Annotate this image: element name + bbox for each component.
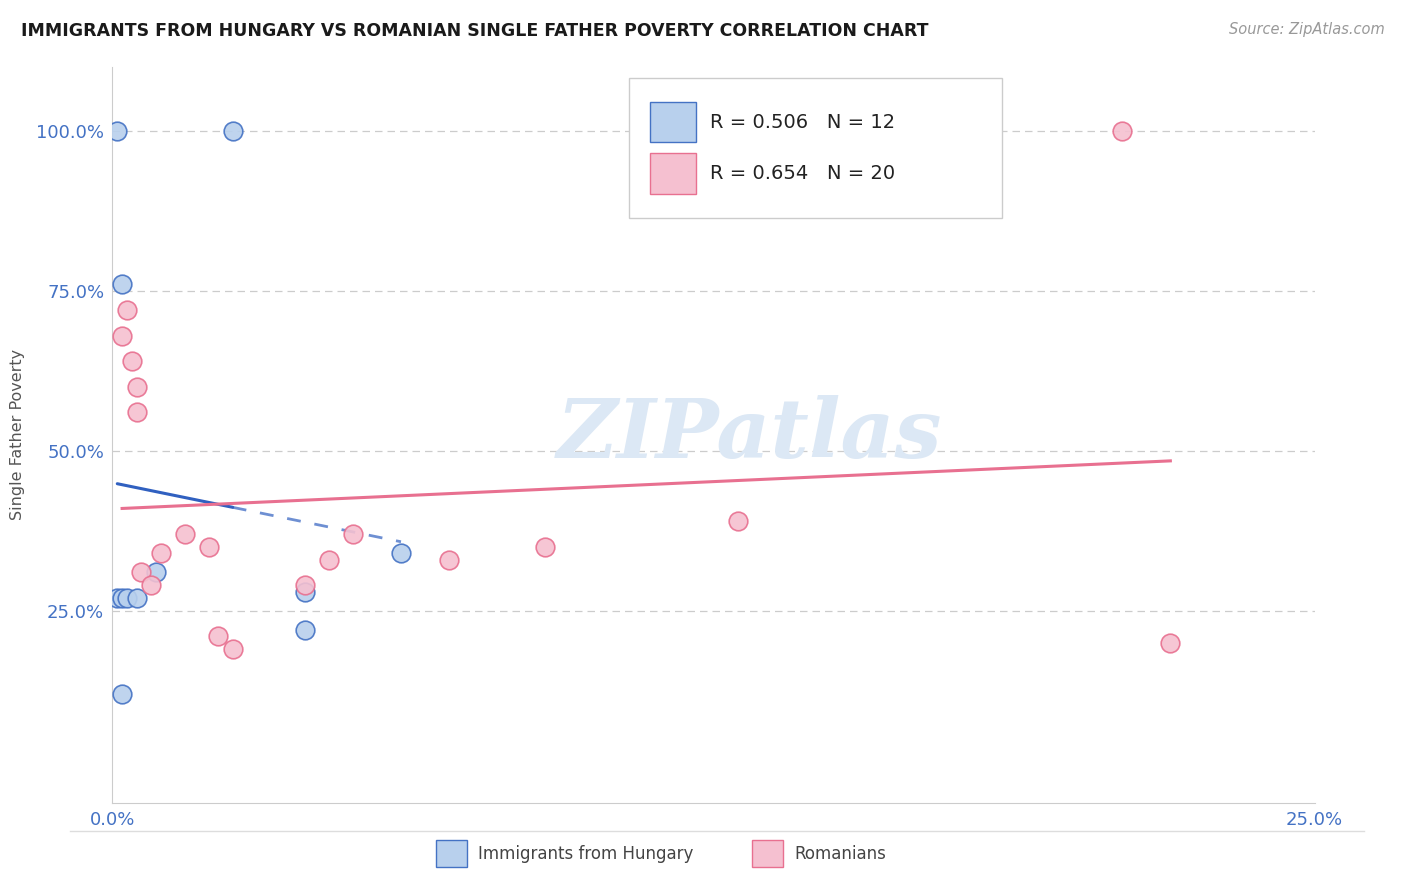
Point xyxy=(131,566,153,580)
Point xyxy=(125,405,148,419)
FancyBboxPatch shape xyxy=(630,78,1002,218)
Point xyxy=(111,591,134,605)
Text: Romanians: Romanians xyxy=(794,845,886,863)
Point xyxy=(342,527,364,541)
Point xyxy=(197,540,219,554)
Text: ZIPatlas: ZIPatlas xyxy=(557,395,942,475)
Point xyxy=(105,124,128,138)
Text: R = 0.506   N = 12: R = 0.506 N = 12 xyxy=(710,112,896,132)
Point xyxy=(1159,636,1181,650)
Point xyxy=(125,591,148,605)
Point xyxy=(121,354,143,368)
Point xyxy=(149,546,172,560)
Point xyxy=(294,578,316,592)
Point xyxy=(207,629,229,643)
Point xyxy=(111,328,134,343)
Y-axis label: Single Father Poverty: Single Father Poverty xyxy=(10,350,25,520)
Point xyxy=(222,124,245,138)
Text: Immigrants from Hungary: Immigrants from Hungary xyxy=(478,845,693,863)
Point xyxy=(437,552,460,566)
Text: R = 0.654   N = 20: R = 0.654 N = 20 xyxy=(710,164,896,183)
Point xyxy=(111,277,134,292)
Point xyxy=(294,584,316,599)
Bar xyxy=(650,153,696,194)
Point xyxy=(318,552,340,566)
Point xyxy=(111,687,134,701)
Point xyxy=(389,546,412,560)
Point xyxy=(294,623,316,637)
Point xyxy=(105,591,128,605)
Point xyxy=(534,540,557,554)
Point xyxy=(139,578,162,592)
Point xyxy=(1111,124,1133,138)
Text: IMMIGRANTS FROM HUNGARY VS ROMANIAN SINGLE FATHER POVERTY CORRELATION CHART: IMMIGRANTS FROM HUNGARY VS ROMANIAN SING… xyxy=(21,22,928,40)
Bar xyxy=(650,102,696,143)
Point xyxy=(727,514,749,528)
Point xyxy=(222,642,245,657)
Point xyxy=(115,591,138,605)
Point xyxy=(125,380,148,394)
Point xyxy=(115,303,138,318)
Point xyxy=(145,566,167,580)
Point xyxy=(173,527,195,541)
Text: Source: ZipAtlas.com: Source: ZipAtlas.com xyxy=(1229,22,1385,37)
